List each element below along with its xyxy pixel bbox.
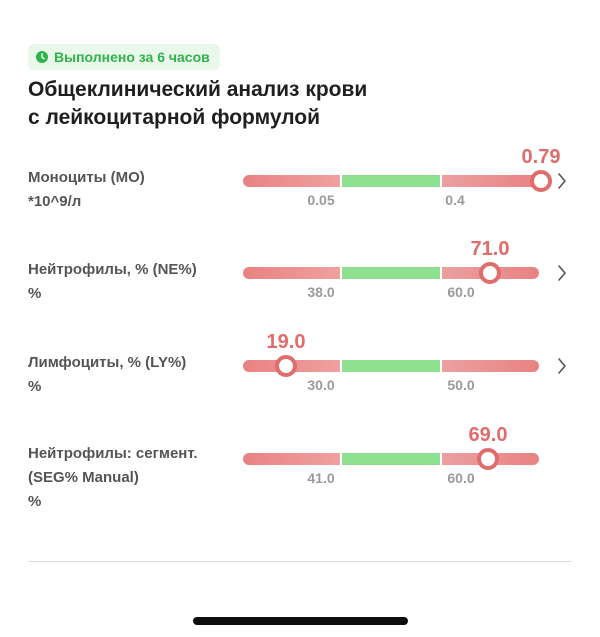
value-marker: [477, 448, 499, 470]
range-bar: [243, 453, 539, 465]
indicator-name: Нейтрофилы: сегмент.: [28, 445, 198, 462]
indicator-name: Моноциты (MO): [28, 169, 145, 186]
range-high-label: 60.0: [447, 470, 475, 486]
indicator-unit: %: [28, 493, 42, 510]
range-normal-segment: [342, 267, 440, 279]
range-low-label: 41.0: [307, 470, 335, 486]
range-low-label: 38.0: [307, 284, 335, 300]
indicator-name: Лимфоциты, % (LY%): [28, 354, 187, 371]
range-normal-segment: [342, 453, 440, 465]
indicator-row-neutrophils[interactable]: Нейтрофилы, % (NE%) % 71.0 38.0 60.0: [0, 238, 600, 346]
page-title-line-2: с лейкоцитарной формулой: [28, 106, 321, 129]
status-badge: Выполнено за 6 часов: [28, 44, 220, 70]
range-high-segment: [442, 175, 539, 187]
divider: [28, 561, 572, 562]
range-low-segment: [243, 453, 340, 465]
clock-icon: [36, 51, 48, 63]
indicator-value: 69.0: [468, 424, 508, 446]
indicator-label: Лимфоциты, % (LY%) %: [28, 351, 238, 399]
indicator-unit: *10^9/л: [28, 193, 82, 210]
range-normal-segment: [342, 360, 440, 372]
range-low-segment: [243, 175, 340, 187]
range-low-label: 0.05: [307, 192, 335, 208]
indicator-value: 71.0: [470, 238, 510, 260]
indicator-unit: %: [28, 378, 42, 395]
chevron-right-icon[interactable]: [556, 263, 568, 283]
chevron-right-icon[interactable]: [556, 356, 568, 376]
indicator-name-secondary: (SEG% Manual): [28, 469, 139, 486]
indicator-label: Моноциты (MO) *10^9/л: [28, 166, 238, 214]
indicator-row-lymphocytes[interactable]: Лимфоциты, % (LY%) % 19.0 30.0 50.0: [0, 331, 600, 439]
range-bar: [243, 175, 539, 187]
value-marker: [275, 355, 297, 377]
range-high-segment: [442, 360, 539, 372]
range-high-label: 50.0: [447, 377, 475, 393]
page-title-line-1: Общеклинический анализ крови: [28, 78, 368, 101]
range-bar: [243, 360, 539, 372]
indicator-value: 0.79: [521, 146, 561, 168]
range-low-segment: [243, 267, 340, 279]
indicator-value: 19.0: [266, 331, 306, 353]
value-marker: [530, 170, 552, 192]
chevron-right-icon[interactable]: [556, 171, 568, 191]
range-normal-segment: [342, 175, 440, 187]
indicator-unit: %: [28, 285, 42, 302]
range-low-label: 30.0: [307, 377, 335, 393]
home-indicator[interactable]: [193, 617, 408, 625]
range-high-label: 60.0: [447, 284, 475, 300]
status-badge-text: Выполнено за 6 часов: [54, 49, 210, 65]
indicator-row-segmented-neutrophils[interactable]: Нейтрофилы: сегмент. (SEG% Manual) % 69.…: [0, 424, 600, 532]
indicator-name: Нейтрофилы, % (NE%): [28, 261, 197, 278]
indicator-label: Нейтрофилы, % (NE%) %: [28, 258, 238, 306]
indicator-row-monocytes[interactable]: Моноциты (MO) *10^9/л 0.79 0.05 0.4: [0, 146, 600, 254]
indicator-label: Нейтрофилы: сегмент. (SEG% Manual) %: [28, 442, 238, 514]
value-marker: [479, 262, 501, 284]
range-high-label: 0.4: [445, 192, 465, 208]
page-title: Общеклинический анализ крови с лейкоцита…: [28, 76, 448, 132]
